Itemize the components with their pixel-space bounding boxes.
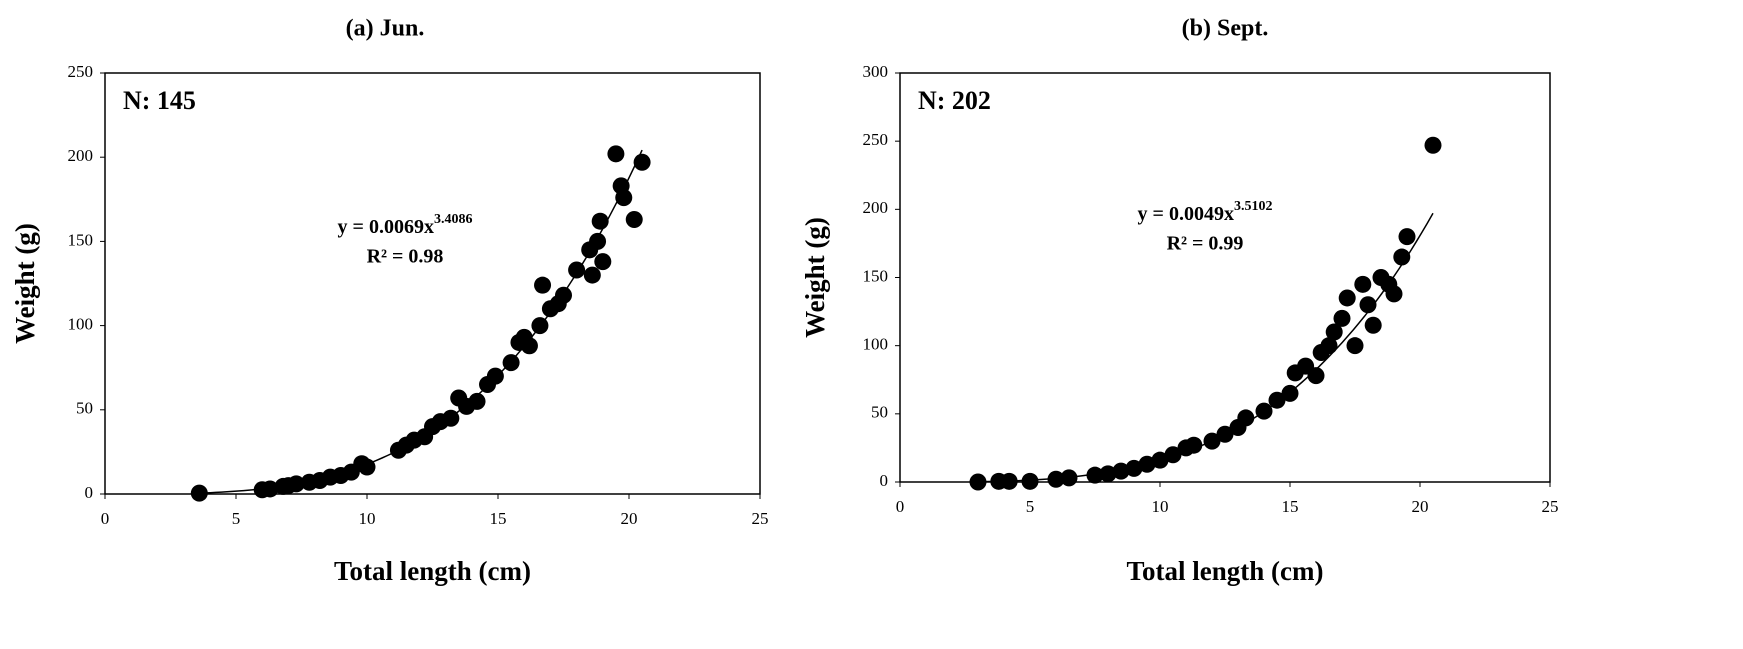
x-tick-label: 20 (621, 509, 638, 528)
r-squared: R² = 0.99 (1167, 233, 1244, 255)
sample-size: N: 202 (918, 86, 991, 115)
data-point (1000, 472, 1018, 490)
y-tick-label: 200 (68, 146, 94, 165)
data-point (1354, 275, 1372, 293)
y-tick-label: 150 (68, 230, 94, 249)
data-point (1112, 462, 1130, 480)
y-axis-label: Weight (g) (10, 223, 40, 344)
r-squared: R² = 0.98 (367, 246, 444, 268)
data-point (1138, 455, 1156, 473)
data-point (1216, 425, 1234, 443)
data-point (534, 276, 552, 294)
y-tick-label: 250 (863, 130, 889, 149)
data-point (1424, 136, 1442, 154)
x-tick-label: 20 (1412, 497, 1429, 516)
data-point (502, 354, 520, 372)
equation: y = 0.0069x3.4086 (338, 212, 473, 237)
y-tick-label: 100 (68, 315, 94, 334)
y-tick-label: 0 (880, 471, 889, 490)
data-point (583, 266, 601, 284)
y-tick-label: 150 (863, 266, 889, 285)
data-point (568, 261, 586, 279)
data-point (1047, 470, 1065, 488)
chart-title: (a) Jun. (346, 16, 425, 42)
data-point (1385, 285, 1403, 303)
x-tick-label: 10 (359, 509, 376, 528)
y-axis-label: Weight (g) (800, 217, 830, 338)
data-point (1364, 316, 1382, 334)
data-point (1346, 337, 1364, 355)
data-point (1021, 472, 1039, 490)
data-point (1099, 465, 1117, 483)
data-point (625, 211, 643, 229)
plot-area (899, 72, 1551, 483)
data-point (1237, 409, 1255, 427)
data-point (531, 317, 549, 335)
equation-exponent: 3.5102 (1234, 199, 1273, 214)
x-tick-label: 5 (232, 509, 241, 528)
data-point (1151, 451, 1169, 469)
data-point (1325, 323, 1343, 341)
data-point (1185, 436, 1203, 454)
data-point (1164, 446, 1182, 464)
data-point (520, 337, 538, 355)
data-point (468, 392, 486, 410)
data-point (1203, 432, 1221, 450)
x-tick-label: 25 (752, 509, 769, 528)
data-point (486, 367, 504, 385)
equation-base: y = 0.0069x (338, 216, 434, 238)
data-point (1393, 248, 1411, 266)
data-point (442, 409, 460, 427)
data-point (1359, 296, 1377, 314)
data-point (261, 480, 279, 498)
data-point (607, 145, 625, 163)
data-point (615, 189, 633, 207)
data-point (1268, 391, 1286, 409)
data-point (633, 153, 651, 171)
data-point (591, 212, 609, 230)
data-point (555, 286, 572, 304)
data-point (358, 458, 376, 476)
y-tick-label: 100 (863, 335, 889, 354)
plot-area (104, 72, 761, 495)
chart-title: (b) Sept. (1182, 16, 1269, 42)
data-point (287, 475, 305, 493)
x-tick-label: 15 (490, 509, 507, 528)
equation-exponent: 3.4086 (434, 212, 473, 227)
x-tick-label: 10 (1152, 497, 1169, 516)
x-axis-label: Total length (cm) (1127, 556, 1324, 586)
data-point (1338, 289, 1356, 307)
y-tick-label: 200 (863, 198, 889, 217)
x-tick-label: 25 (1542, 497, 1559, 516)
data-point (1320, 337, 1338, 355)
data-point (969, 473, 987, 491)
data-point (1398, 228, 1416, 246)
y-tick-label: 50 (871, 403, 888, 422)
data-point (589, 232, 607, 250)
x-tick-label: 0 (896, 497, 905, 516)
y-tick-label: 50 (76, 399, 93, 418)
data-point (1086, 466, 1104, 484)
equation-base: y = 0.0049x (1138, 203, 1234, 225)
x-axis-label: Total length (cm) (334, 556, 531, 586)
x-tick-label: 5 (1026, 497, 1035, 516)
y-tick-label: 0 (85, 483, 94, 502)
data-point (594, 253, 612, 271)
data-point (1307, 367, 1325, 385)
x-tick-label: 0 (101, 509, 110, 528)
equation: y = 0.0049x3.5102 (1138, 199, 1273, 224)
data-point (190, 484, 208, 502)
sample-size: N: 145 (123, 86, 196, 115)
y-tick-label: 250 (68, 62, 94, 81)
data-point (1333, 309, 1351, 327)
data-point (1125, 459, 1143, 477)
y-tick-label: 300 (863, 62, 889, 81)
x-tick-label: 15 (1282, 497, 1299, 516)
data-point (1255, 402, 1273, 420)
data-point (1060, 469, 1078, 487)
data-point (1281, 384, 1299, 402)
